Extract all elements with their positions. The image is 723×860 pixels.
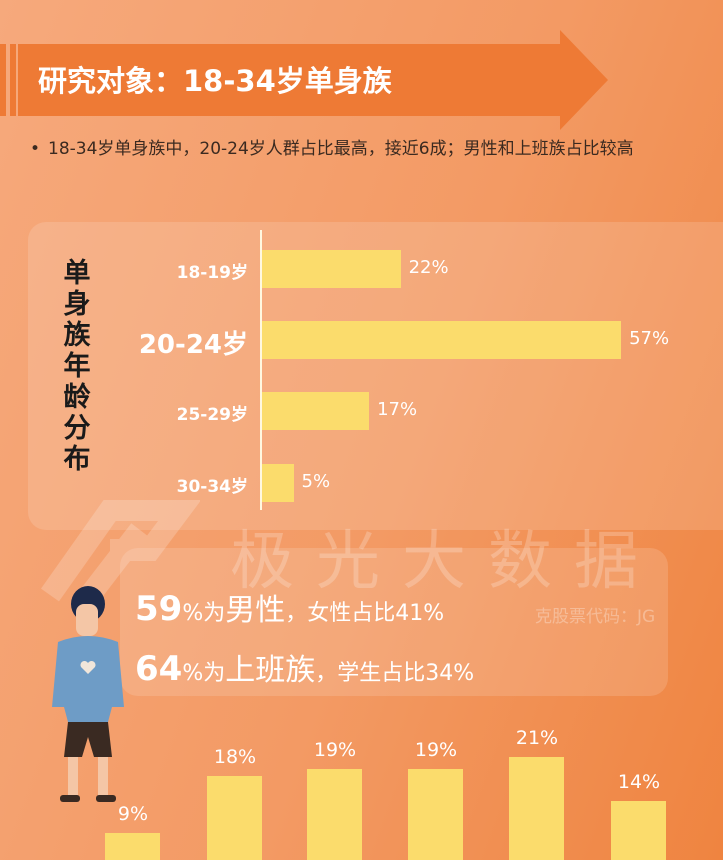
age-chart-title: 单身族年龄分布: [60, 258, 94, 475]
age-bar: [262, 464, 294, 502]
age-bar: [262, 250, 401, 288]
title-banner: [0, 30, 608, 130]
age-value-label: 17%: [377, 399, 418, 420]
watermark: 极光大数据: [230, 525, 660, 599]
age-value-label: 5%: [301, 471, 331, 492]
age-chart-title-char: 身: [63, 289, 91, 320]
stat-pct: %为: [182, 601, 226, 626]
bottom-bar: [207, 775, 262, 860]
watermark-stock: 克股票代码：JG: [535, 607, 656, 627]
age-value-label: 57%: [629, 328, 670, 349]
bottom-bar: [611, 801, 666, 860]
bottom-bar: [509, 756, 564, 860]
stat-key: 上班族: [225, 653, 316, 688]
chart-axis: [260, 230, 262, 510]
page-title: 研究对象：18-34岁单身族: [38, 64, 392, 98]
stat-number: 64: [135, 649, 183, 689]
age-category-label: 18-19岁: [176, 263, 248, 283]
age-chart-title-char: 年: [63, 351, 91, 382]
age-category-label: 20-24岁: [138, 330, 248, 360]
watermark-logo-icon: [41, 500, 200, 602]
bottom-bar-label: 19%: [313, 739, 357, 762]
bottom-bar: [307, 769, 362, 860]
person-illustration: [52, 586, 124, 802]
bottom-bar-label: 9%: [117, 803, 149, 826]
stat-rest: ，学生占比34%: [315, 661, 475, 686]
age-category-label: 25-29岁: [176, 405, 248, 425]
age-chart-title-char: 布: [63, 444, 91, 475]
bottom-bar-label: 14%: [617, 771, 661, 794]
age-value-label: 22%: [408, 257, 449, 278]
bottom-bar-label: 19%: [414, 739, 458, 762]
bottom-bar-label: 18%: [213, 745, 257, 768]
stat-rest: ，女性占比41%: [285, 601, 445, 626]
bottom-bar-label: 21%: [515, 726, 559, 749]
age-chart-title-char: 分: [63, 413, 91, 444]
stat-gender: 59%为男性，女性占比41%: [135, 585, 444, 629]
bottom-bar: [105, 833, 160, 860]
stat-pct: %为: [182, 661, 226, 686]
age-category-label: 30-34岁: [176, 477, 248, 497]
age-bar: [262, 321, 622, 359]
age-chart-title-char: 单: [63, 258, 91, 289]
summary-bullet: 18-34岁单身族中，20-24岁人群占比最高，接近6成；男性和上班族占比较高: [30, 136, 690, 162]
stats-panel: [120, 548, 668, 696]
bottom-bar: [408, 769, 463, 860]
age-chart-title-char: 龄: [63, 382, 91, 413]
age-chart-title-char: 族: [63, 320, 91, 351]
stat-number: 59: [135, 589, 183, 629]
stat-key: 男性: [225, 593, 286, 628]
age-bar: [262, 392, 370, 430]
stat-occupation: 64%为上班族，学生占比34%: [135, 645, 474, 689]
